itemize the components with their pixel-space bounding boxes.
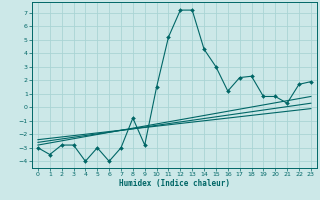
X-axis label: Humidex (Indice chaleur): Humidex (Indice chaleur): [119, 179, 230, 188]
